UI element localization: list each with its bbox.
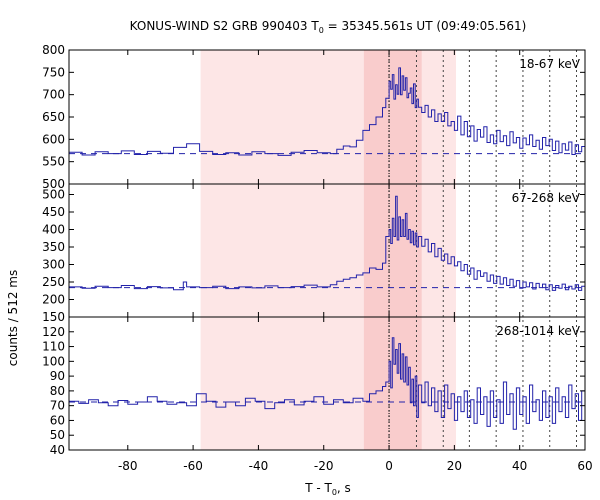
energy-band-label: 67-268 keV [512, 191, 581, 205]
light-curve-18-67-keV [69, 67, 586, 156]
chart-title-subscript: 0 [319, 26, 324, 35]
x-tick-label: -40 [249, 459, 269, 473]
chart-title-suffix: = 35345.561s UT (09:49:05.561) [324, 19, 527, 33]
chart-title-prefix: KONUS-WIND S2 GRB 990403 T [130, 19, 320, 33]
y-tick-label: 150 [42, 310, 65, 324]
x-axis-label: T - T0, s [304, 481, 351, 497]
y-tick-label: 50 [50, 428, 65, 442]
y-tick-label: 400 [42, 223, 65, 237]
light-curves [69, 67, 586, 430]
y-tick-label: 80 [50, 384, 65, 398]
y-tick-label: 40 [50, 443, 65, 457]
x-tick-label: -80 [118, 459, 138, 473]
y-tick-label: 700 [42, 88, 65, 102]
x-tick-label: 0 [385, 459, 393, 473]
y-tick-label: 500 [42, 188, 65, 202]
y-tick-label: 650 [42, 110, 65, 124]
y-tick-label: 70 [50, 399, 65, 413]
y-axis-label: counts / 512 ms [6, 270, 20, 366]
panel-1 [69, 67, 586, 156]
y-tick-label: 250 [42, 275, 65, 289]
x-tick-label: 20 [447, 459, 462, 473]
y-tick-label: 550 [42, 155, 65, 169]
shaded-regions [200, 50, 456, 450]
y-tick-label: 450 [42, 205, 65, 219]
y-tick-label: 60 [50, 413, 65, 427]
y-tick-label: 200 [42, 293, 65, 307]
y-tick-label: 300 [42, 258, 65, 272]
x-tick-label: 40 [512, 459, 527, 473]
y-tick-label: 110 [42, 340, 65, 354]
panel-2 [69, 195, 586, 291]
x-axis-label-prefix: T - T [304, 481, 332, 495]
light-curve-268-1014-keV [69, 337, 586, 430]
panel-3 [69, 337, 586, 430]
x-tick-label: -20 [314, 459, 334, 473]
energy-band-label: 268-1014 keV [496, 324, 580, 338]
light-curve-67-268-keV [69, 195, 586, 291]
x-axis-label-suffix: , s [337, 481, 351, 495]
y-tick-label: 600 [42, 132, 65, 146]
y-tick-label: 120 [42, 325, 65, 339]
x-axis-label-subscript: 0 [332, 488, 337, 497]
vertical-markers [388, 50, 578, 450]
panel-frame-3 [68, 316, 586, 451]
x-tick-label: 60 [577, 459, 592, 473]
y-tick-label: 100 [42, 354, 65, 368]
y-tick-label: 750 [42, 65, 65, 79]
energy-band-label: 18-67 keV [519, 57, 581, 71]
y-tick-label: 90 [50, 369, 65, 383]
x-tick-label: -60 [183, 459, 203, 473]
chart-title: KONUS-WIND S2 GRB 990403 T0 = 35345.561s… [130, 19, 527, 35]
y-tick-label: 350 [42, 240, 65, 254]
y-tick-label: 500 [42, 177, 65, 191]
y-tick-label: 800 [42, 43, 65, 57]
